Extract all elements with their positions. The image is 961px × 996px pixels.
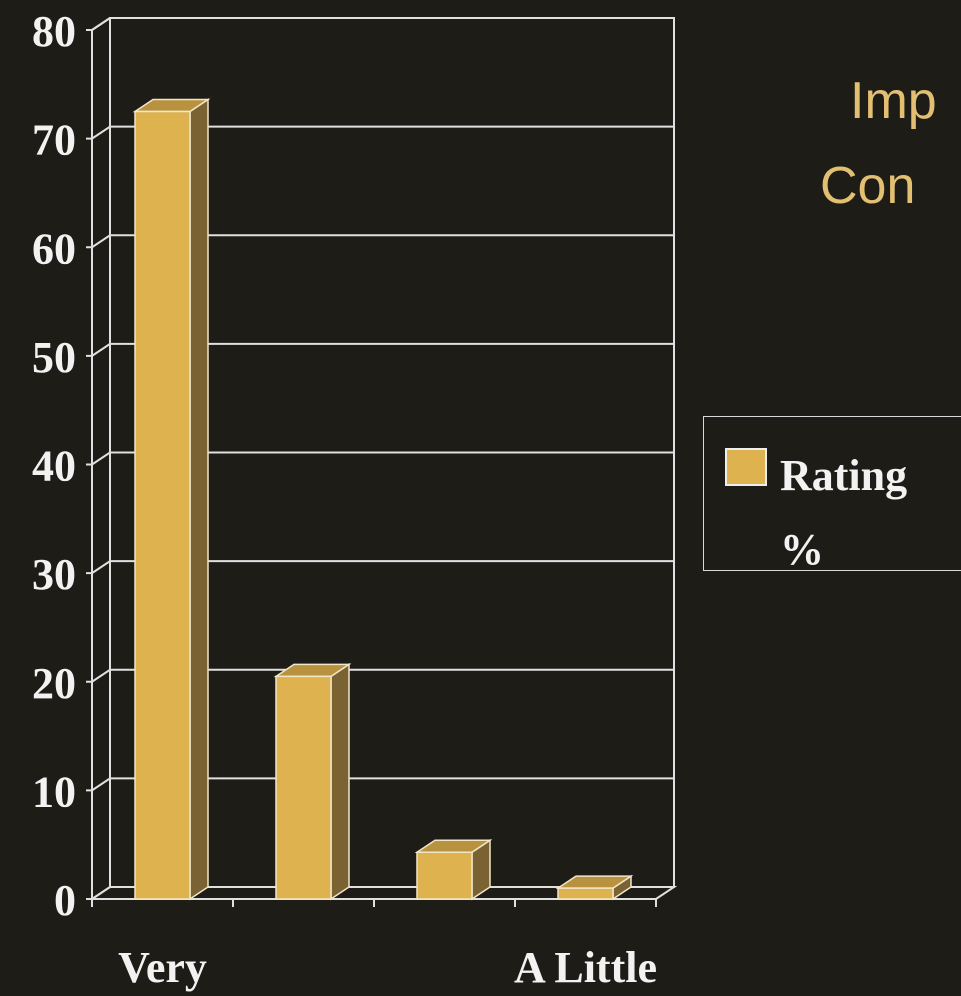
bar-front (416, 851, 473, 900)
y-tick-label: 10 (32, 767, 76, 816)
bar-side (330, 662, 350, 901)
y-tick-label: 30 (32, 550, 76, 599)
x-tick-label: A Little (514, 943, 657, 992)
legend: Rating % (703, 416, 961, 574)
grid-line (91, 451, 674, 466)
grid-line (91, 342, 674, 357)
bar-front (557, 887, 614, 900)
grid-line (91, 560, 674, 574)
grid-line (91, 668, 674, 683)
x-tick-label: Very (118, 943, 207, 992)
y-tick-label: 60 (32, 224, 76, 273)
chart-title: Imp (850, 72, 937, 130)
bar-front (134, 110, 191, 900)
y-tick-label: 70 (32, 116, 76, 165)
grid-line (91, 17, 674, 31)
bar (132, 98, 211, 901)
grid-line (91, 125, 674, 140)
grid-line (91, 234, 674, 249)
chart-title: Con (820, 157, 915, 215)
y-tick-label: 20 (32, 659, 76, 708)
bar (555, 874, 634, 901)
y-tick-label: 50 (32, 333, 76, 382)
y-tick-label: 40 (32, 442, 76, 491)
bar (414, 838, 493, 901)
bar-front (275, 675, 332, 900)
legend-label: Rating % (780, 451, 908, 574)
bar (273, 662, 352, 901)
y-tick-label: 80 (32, 7, 76, 56)
grid-line (91, 777, 674, 792)
bar-side (189, 98, 209, 901)
legend-swatch (725, 448, 767, 486)
y-tick-label: 0 (54, 876, 76, 925)
